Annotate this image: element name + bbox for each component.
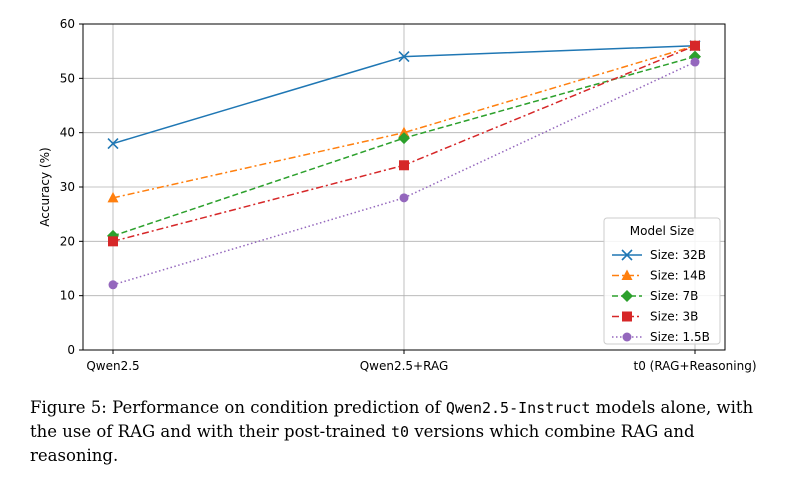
- marker-stroke: [107, 137, 119, 150]
- legend-entry: Size: 32B: [612, 248, 706, 262]
- data-point: [108, 280, 118, 290]
- legend-entry: Size: 3B: [612, 310, 698, 324]
- y-tick-label: 60: [60, 17, 75, 31]
- data-point: [399, 193, 409, 203]
- x-tick-label: Qwen2.5+RAG: [360, 359, 449, 373]
- legend-label: Size: 3B: [650, 310, 698, 324]
- legend-label: Size: 7B: [650, 289, 698, 303]
- x-tick-label: t0 (RAG+Reasoning): [633, 359, 756, 373]
- series-line: [112, 61, 696, 286]
- series-lines: [107, 39, 701, 290]
- y-tick-label: 50: [60, 71, 75, 85]
- caption-suffix: versions which combine RAG and reasoning…: [30, 422, 695, 465]
- data-point: [398, 126, 410, 138]
- legend-title: Model Size: [630, 224, 694, 238]
- caption-middle: models alone, with the use of RAG and wi…: [30, 398, 754, 441]
- y-tick-label: 0: [67, 343, 75, 357]
- series-size-1-5b: [108, 57, 700, 290]
- data-point: [690, 57, 700, 67]
- legend-entry: Size: 7B: [612, 289, 698, 303]
- x-tick-label: Qwen2.5: [86, 359, 139, 373]
- line-chart: 0 10 20 30 40 50 60 Qwen2.5 Qwen2.5+RAG t0 (RAG+R…: [38, 17, 757, 373]
- data-point: [107, 191, 119, 203]
- legend-marker: [622, 332, 632, 342]
- caption-version-name: t0: [391, 423, 410, 441]
- data-point: [690, 40, 700, 51]
- y-tick-label: 10: [60, 289, 75, 303]
- legend: Model Size Size: 32B Size: 14B Size: 7B Siz…: [603, 217, 721, 345]
- marker-stroke: [621, 249, 633, 261]
- data-point: [398, 132, 410, 145]
- data-point: [399, 160, 409, 171]
- data-point: [398, 51, 410, 63]
- legend-label: Size: 14B: [650, 269, 706, 283]
- marker-stroke: [398, 51, 410, 63]
- series-line: [112, 45, 696, 199]
- legend-marker: [621, 269, 633, 280]
- legend-marker: [622, 311, 632, 322]
- data-point: [108, 236, 118, 247]
- legend-entry: Size: 14B: [612, 269, 706, 283]
- y-tick-label: 20: [60, 234, 75, 248]
- legend-label: Size: 32B: [650, 248, 706, 262]
- legend-label: Size: 1.5B: [650, 330, 710, 344]
- series-size-3b: [108, 40, 700, 247]
- data-point: [107, 137, 119, 150]
- legend-marker: [621, 249, 633, 261]
- legend-box: [603, 217, 721, 345]
- y-tick-label: 30: [60, 180, 75, 194]
- figure-caption: Figure 5: Performance on condition predi…: [30, 396, 780, 468]
- caption-prefix: Figure 5: Performance on condition predi…: [30, 398, 446, 417]
- y-tick-label: 40: [60, 126, 75, 140]
- axis-ticks: 0 10 20 30 40 50 60 Qwen2.5 Qwen2.5+RAG t0 (RAG+R…: [60, 17, 757, 373]
- caption-model-name: Qwen2.5-Instruct: [445, 399, 591, 417]
- legend-marker: [621, 290, 633, 302]
- legend-entry: Size: 1.5B: [612, 330, 710, 344]
- y-axis-label: Accuracy (%): [38, 147, 52, 226]
